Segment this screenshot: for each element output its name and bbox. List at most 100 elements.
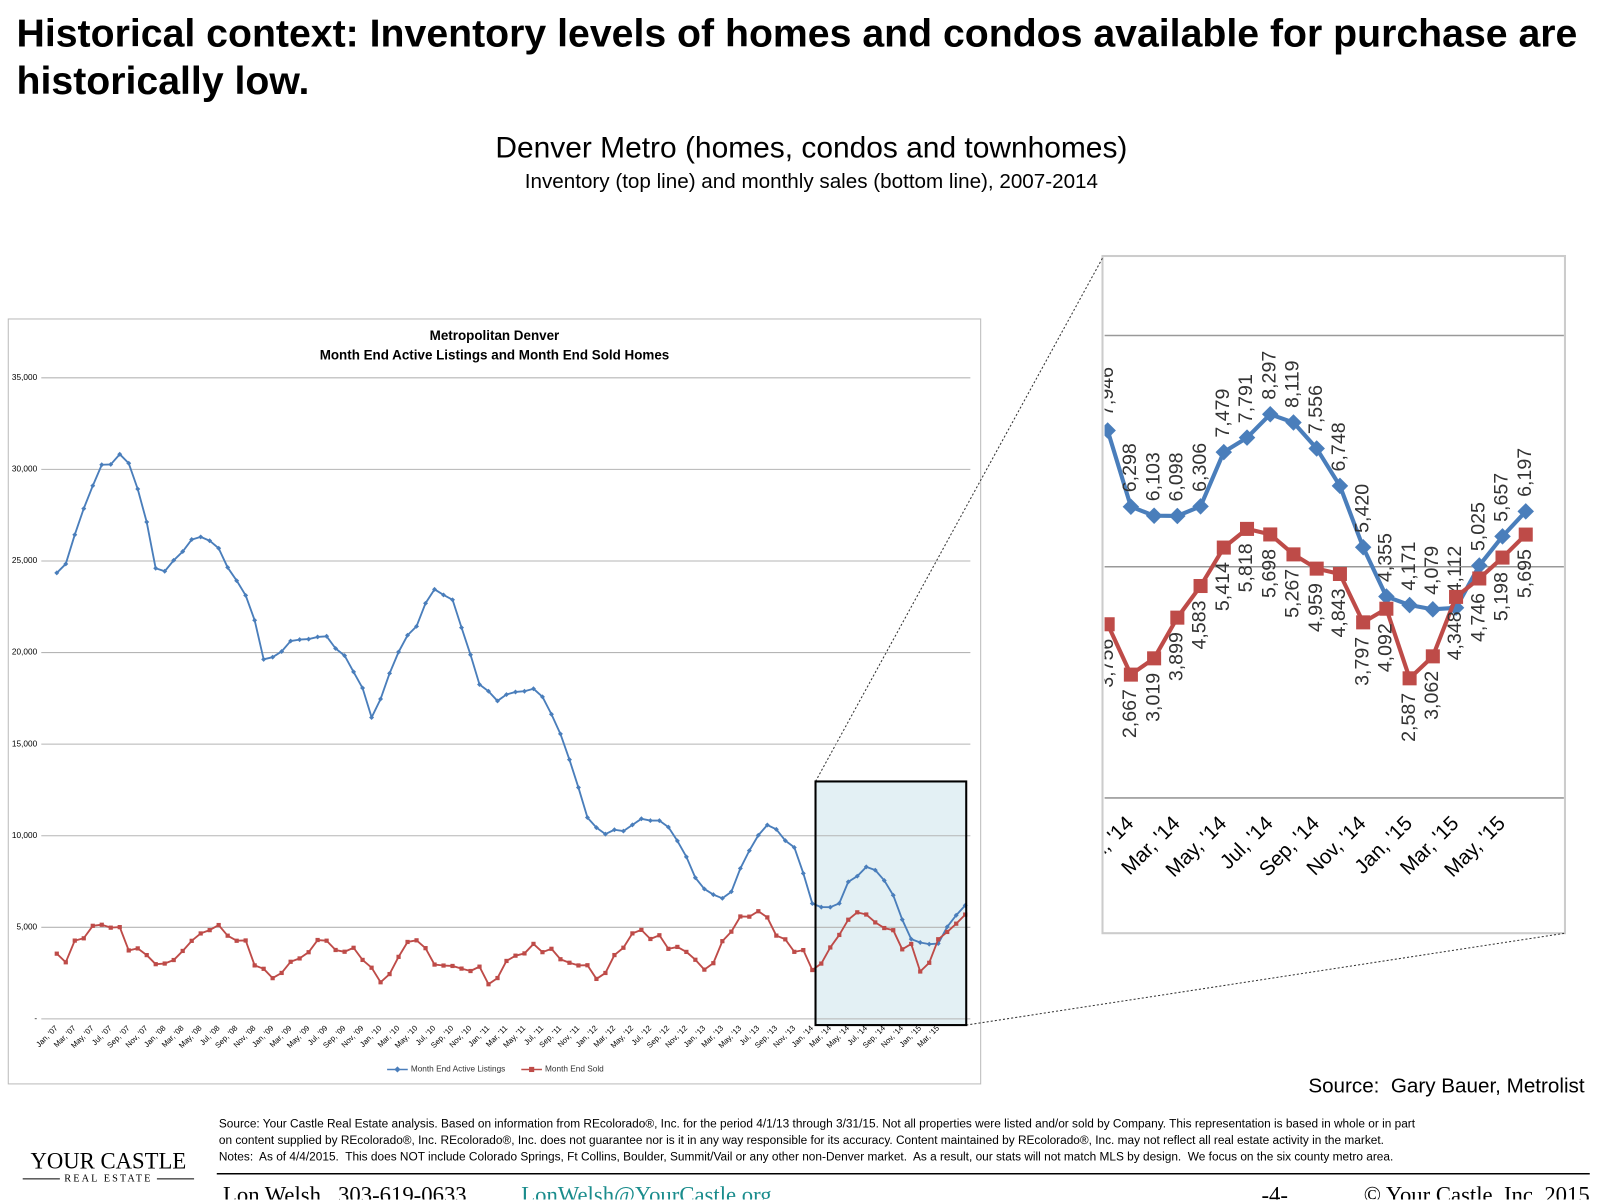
marker xyxy=(1147,651,1162,666)
data-label: 4,092 xyxy=(1375,623,1397,672)
marker xyxy=(1285,414,1302,431)
data-label: 3,797 xyxy=(1351,637,1373,686)
marker xyxy=(828,945,833,950)
marker xyxy=(333,947,338,953)
marker xyxy=(692,875,698,881)
marker xyxy=(423,946,428,951)
data-label: 8,297 xyxy=(1258,351,1280,400)
marker xyxy=(108,925,113,930)
data-label: 8,119 xyxy=(1282,360,1304,408)
marker xyxy=(729,929,734,934)
marker xyxy=(135,486,141,492)
marker xyxy=(279,970,284,976)
marker xyxy=(270,976,275,981)
data-label: 5,267 xyxy=(1282,569,1304,618)
marker xyxy=(1425,649,1440,664)
data-label: 4,583 xyxy=(1189,600,1211,649)
inset-frame xyxy=(1101,254,1566,935)
marker xyxy=(378,696,384,702)
data-label: 6,103 xyxy=(1142,452,1164,501)
marker xyxy=(252,617,258,623)
data-label: 5,414 xyxy=(1212,562,1234,611)
marker xyxy=(710,892,716,898)
marker xyxy=(540,950,545,955)
marker xyxy=(405,632,411,638)
marker xyxy=(459,966,464,971)
marker xyxy=(836,900,842,906)
copyright: © Your Castle, Inc. 2015 xyxy=(1364,1183,1590,1200)
marker xyxy=(585,963,590,968)
marker xyxy=(396,954,401,959)
marker xyxy=(575,784,581,790)
email[interactable]: LonWelsh@YourCastle.org xyxy=(521,1183,771,1200)
logo-subtitle: REAL ESTATE xyxy=(64,1173,152,1184)
marker xyxy=(1356,615,1371,630)
marker xyxy=(603,970,608,976)
marker xyxy=(360,685,366,691)
data-label: 6,298 xyxy=(1119,443,1141,492)
marker xyxy=(612,952,617,958)
marker xyxy=(468,968,473,974)
marker xyxy=(63,561,69,567)
legend-label: Month End Active Listings xyxy=(411,1065,505,1074)
marker xyxy=(1239,521,1255,536)
marker xyxy=(621,945,626,950)
marker xyxy=(387,971,392,977)
marker xyxy=(432,962,437,967)
marker xyxy=(683,854,689,860)
marker xyxy=(414,623,420,629)
marker xyxy=(945,929,950,935)
marker xyxy=(738,914,743,919)
marker xyxy=(369,965,374,970)
marker xyxy=(153,962,158,967)
marker xyxy=(234,938,239,943)
marker xyxy=(90,923,95,928)
data-label: 7,791 xyxy=(1235,374,1257,423)
marker xyxy=(315,937,320,943)
data-label: 6,098 xyxy=(1166,452,1188,501)
marker xyxy=(666,946,671,951)
marker xyxy=(378,980,383,985)
main-chart-subtitle: Month End Active Listings and Month End … xyxy=(320,348,670,363)
marker xyxy=(882,925,887,931)
marker xyxy=(1286,547,1301,562)
marker xyxy=(1471,557,1488,574)
marker xyxy=(594,976,599,982)
marker xyxy=(864,912,869,917)
data-label: 3,019 xyxy=(1142,673,1164,722)
page-number: -4- xyxy=(1261,1183,1287,1200)
marker xyxy=(1379,601,1394,616)
marker xyxy=(351,945,356,950)
marker xyxy=(306,636,312,642)
data-label: 5,198 xyxy=(1491,572,1513,621)
marker xyxy=(908,936,914,942)
y-tick-label: 10,000 xyxy=(12,831,38,840)
data-label: 2,587 xyxy=(1398,693,1420,742)
marker xyxy=(684,949,689,955)
y-tick-label: 20,000 xyxy=(12,648,38,657)
marker xyxy=(549,946,554,951)
marker xyxy=(755,832,761,838)
marker xyxy=(900,947,905,952)
marker xyxy=(360,957,365,963)
marker xyxy=(504,958,509,964)
marker xyxy=(855,910,860,915)
contact: Lon Welsh 303-619-0633 xyxy=(223,1183,467,1200)
marker xyxy=(477,682,482,687)
marker xyxy=(1261,405,1279,423)
marker xyxy=(530,686,536,692)
marker xyxy=(351,669,357,675)
data-label: 2,667 xyxy=(1119,689,1141,738)
marker xyxy=(854,873,860,879)
y-tick-label: 30,000 xyxy=(12,465,38,474)
marker xyxy=(144,952,149,958)
data-label: 5,025 xyxy=(1467,502,1489,551)
marker xyxy=(306,950,311,955)
data-label: 7,479 xyxy=(1212,389,1234,438)
marker xyxy=(261,656,267,662)
marker xyxy=(180,549,186,555)
data-label: 3,062 xyxy=(1421,671,1443,720)
marker xyxy=(189,938,194,943)
marker xyxy=(288,959,293,964)
marker xyxy=(927,960,932,965)
